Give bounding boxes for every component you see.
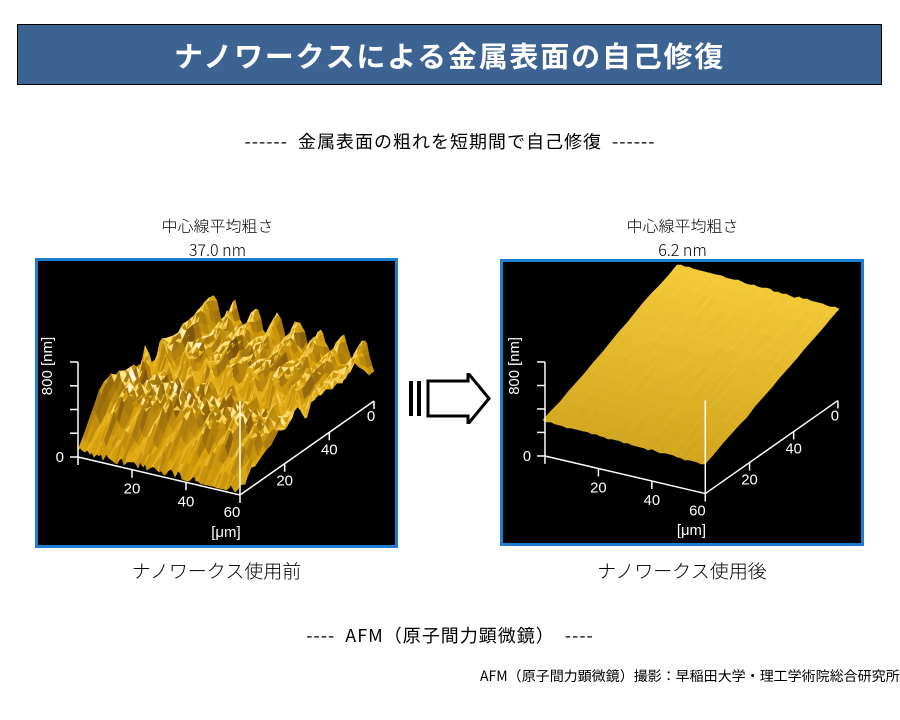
svg-text:800 [nm]: 800 [nm] — [507, 337, 523, 395]
svg-text:0: 0 — [523, 449, 531, 465]
svg-text:20: 20 — [124, 481, 141, 498]
svg-text:40: 40 — [644, 493, 661, 509]
svg-text:0: 0 — [367, 408, 375, 425]
svg-text:20: 20 — [741, 472, 758, 488]
svg-text:20: 20 — [276, 473, 293, 490]
svg-text:800 [nm]: 800 [nm] — [39, 337, 56, 395]
svg-text:40: 40 — [321, 441, 338, 458]
svg-text:60: 60 — [689, 503, 706, 519]
svg-text:0: 0 — [831, 408, 839, 424]
svg-text:20: 20 — [590, 480, 607, 496]
svg-text:40: 40 — [785, 441, 802, 457]
svg-text:0: 0 — [56, 449, 64, 466]
svg-text:[μm]: [μm] — [677, 523, 706, 539]
svg-text:40: 40 — [178, 493, 195, 510]
svg-text:60: 60 — [224, 504, 241, 521]
svg-text:[μm]: [μm] — [211, 524, 240, 541]
